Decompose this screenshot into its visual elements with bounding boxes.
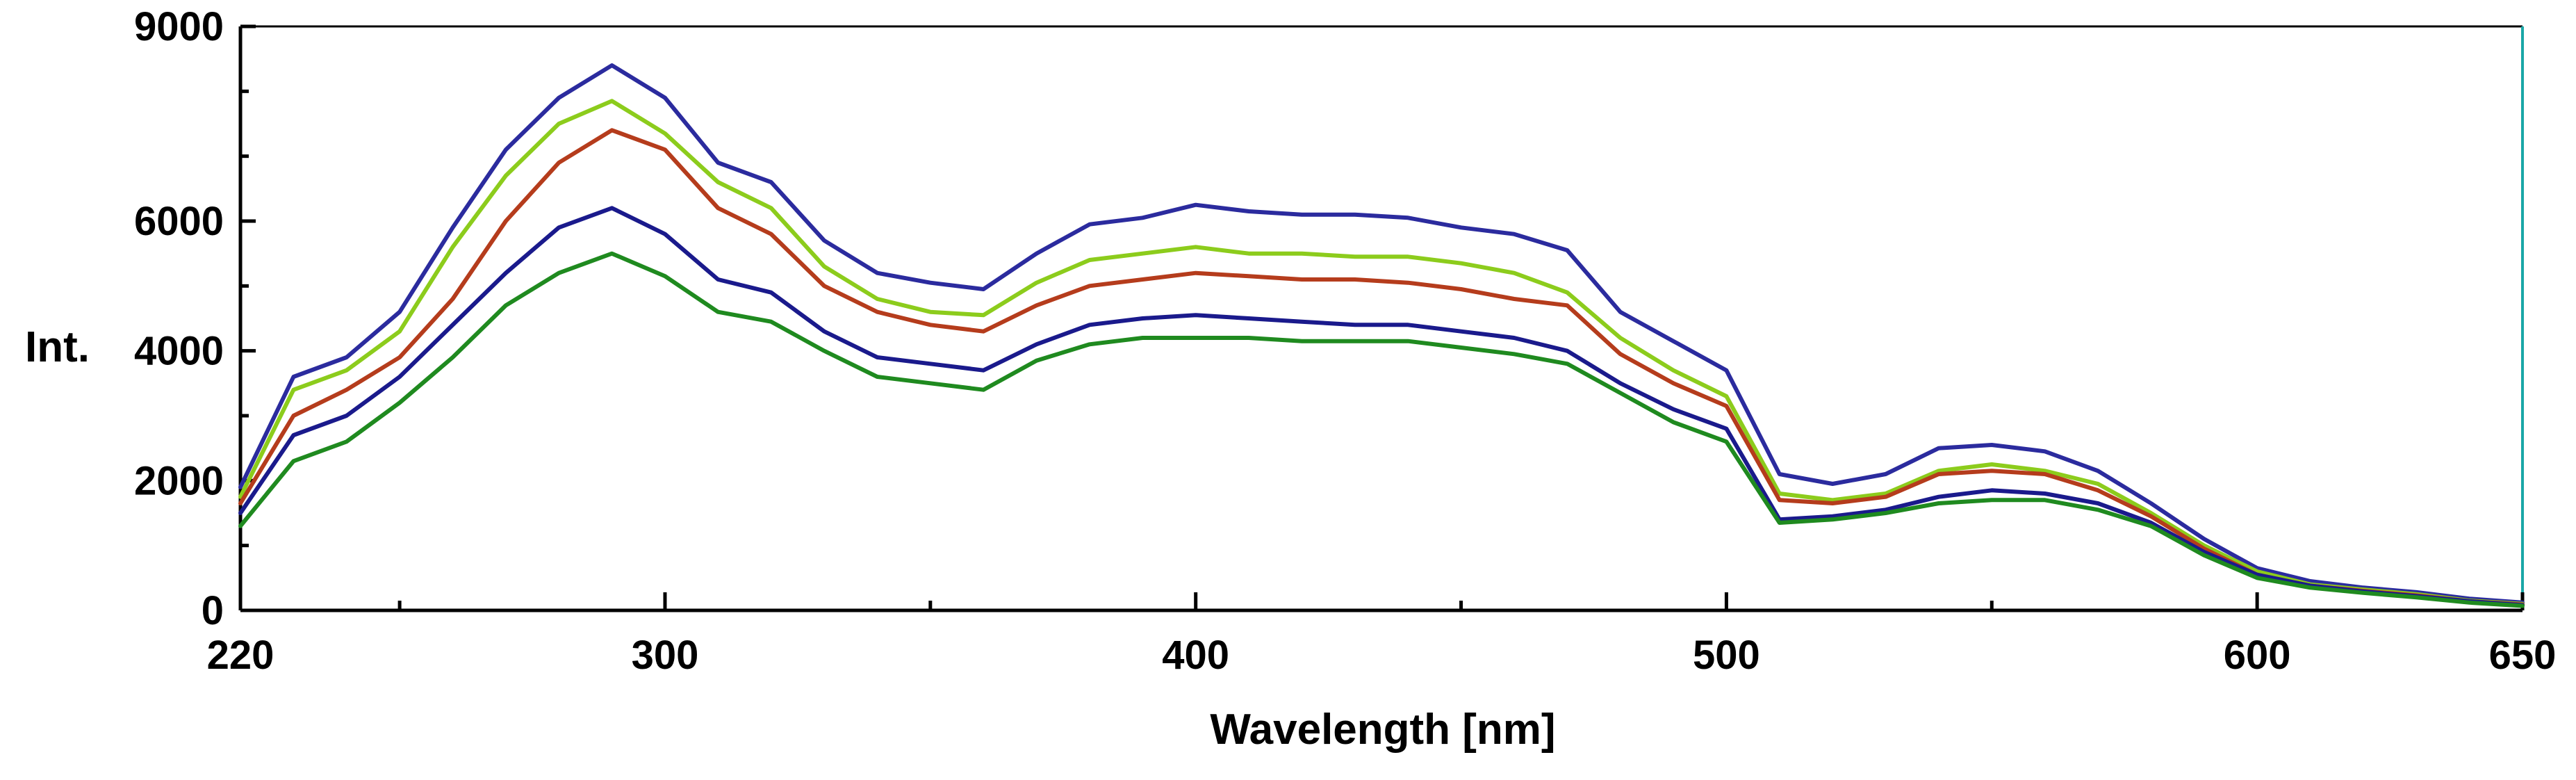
x-tick-label: 600 [2224, 633, 2291, 678]
axis-ticks [238, 24, 2525, 612]
x-axis-title: Wavelength [nm] [1210, 706, 1555, 754]
x-tick-label: 650 [2489, 633, 2557, 678]
y-tick-label: 0 [202, 588, 224, 633]
y-tick-label: 4000 [134, 329, 224, 374]
series-line-series-2 [238, 99, 2525, 606]
x-tick-label: 400 [1162, 633, 1229, 678]
series-line-series-5 [238, 251, 2525, 608]
series-group [238, 63, 2525, 608]
x-tick-label: 220 [207, 633, 274, 678]
y-tick-label: 9000 [134, 4, 224, 49]
tick-labels: 220 300 400 500 600 650 0 2000 4000 6000 9000 [134, 4, 2556, 678]
y-tick-label: 2000 [134, 458, 224, 503]
x-tick-label: 300 [632, 633, 699, 678]
y-axis-title: Int. [25, 323, 90, 371]
series-line-series-3 [238, 128, 2525, 607]
y-tick-label: 6000 [134, 199, 224, 244]
x-tick-label: 500 [1693, 633, 1760, 678]
series-line-series-1 [238, 63, 2525, 605]
series-line-series-4 [238, 206, 2525, 608]
